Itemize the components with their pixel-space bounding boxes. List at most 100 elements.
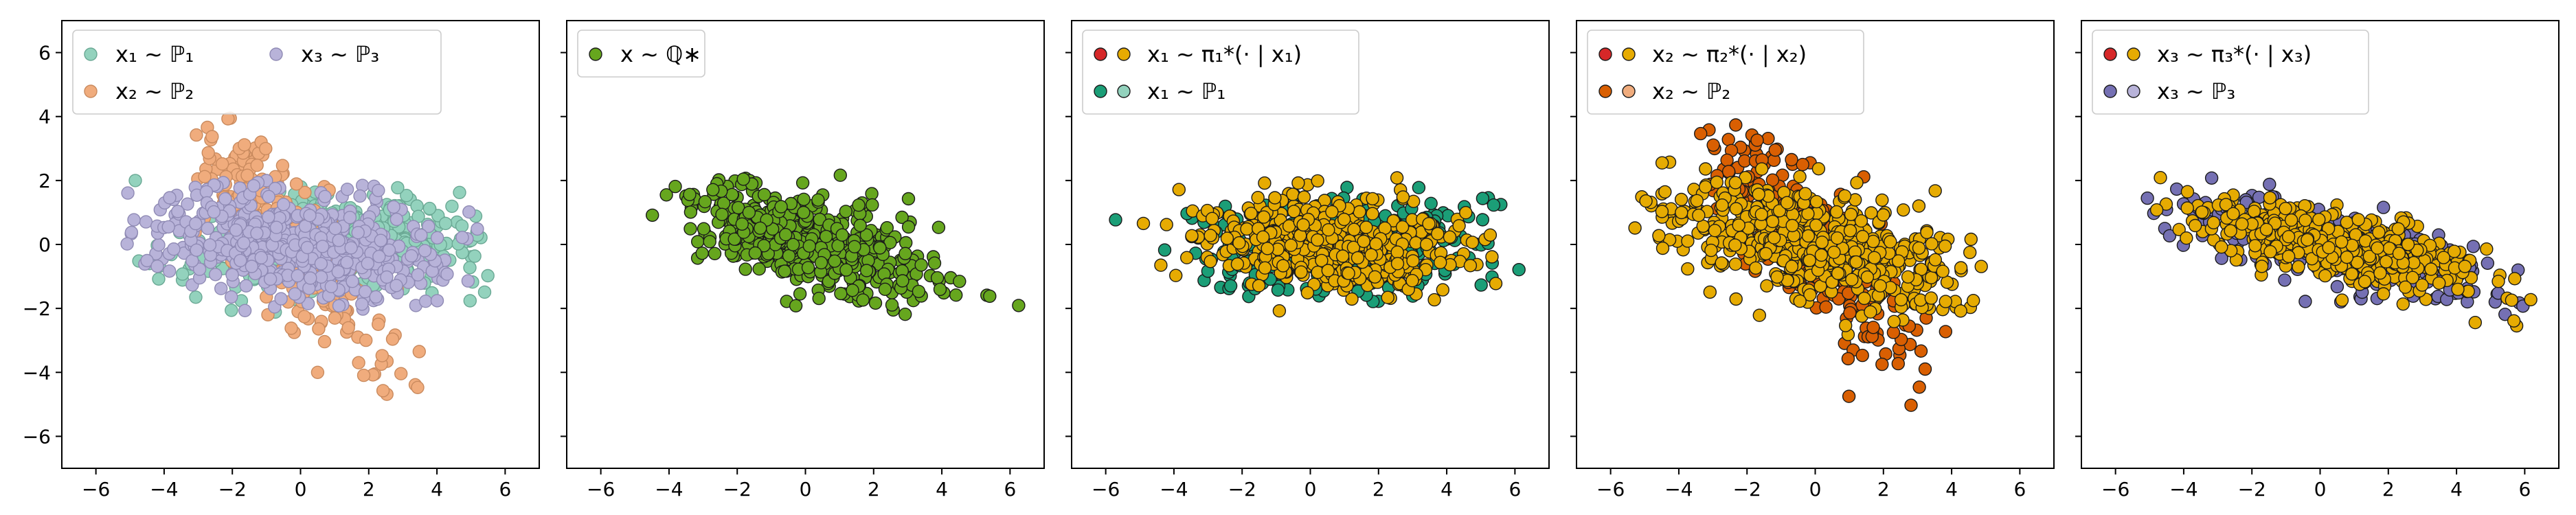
data-point (422, 219, 436, 233)
data-point (389, 212, 404, 227)
data-point (343, 211, 357, 225)
data-point (1652, 229, 1666, 242)
x-tick-label: −2 (1733, 478, 1761, 501)
legend: x₁ ∼ π₁*(· | x₁) x₁ ∼ ℙ₁ (1082, 30, 1359, 115)
data-point (1369, 237, 1383, 251)
data-point (1918, 362, 1932, 376)
data-point (2492, 275, 2505, 288)
data-point (927, 256, 942, 270)
data-point (1901, 270, 1915, 284)
data-point (1168, 268, 1183, 282)
data-point (353, 189, 367, 203)
data-point (1257, 210, 1271, 224)
data-point (1843, 306, 1857, 320)
data-point (1655, 205, 1669, 218)
data-point (1424, 196, 1438, 210)
data-point (1395, 220, 1410, 234)
data-point (1396, 190, 1410, 204)
data-point (263, 272, 278, 286)
x-tick-label: −4 (1664, 478, 1693, 501)
data-point (1452, 219, 1466, 233)
data-point (344, 241, 358, 255)
data-point (412, 345, 426, 358)
data-point (1232, 236, 1246, 250)
data-point (1966, 294, 1980, 308)
x-tick-label: 2 (868, 478, 880, 501)
data-point (1720, 153, 1734, 168)
legend-box (72, 30, 442, 115)
data-point (284, 321, 298, 335)
data-point (668, 179, 682, 194)
y-tick-label: −6 (23, 425, 51, 448)
data-point (1928, 184, 1942, 198)
data-point (1405, 274, 1419, 288)
data-point (1357, 234, 1370, 249)
data-point (1914, 344, 1928, 358)
data-point (351, 226, 365, 240)
data-point (463, 261, 477, 275)
legend-marker (269, 47, 283, 61)
data-point (1390, 171, 1404, 185)
data-point (455, 231, 469, 244)
data-point (811, 193, 825, 207)
data-point (1345, 292, 1359, 306)
data-point (462, 205, 476, 219)
legend-entry-x3: x₃ ∼ ℙ₃ (2103, 78, 2235, 104)
legend-box (2092, 30, 2369, 115)
data-point (1925, 237, 1939, 251)
data-point (150, 260, 164, 273)
data-point (1431, 227, 1445, 241)
data-point (1854, 214, 1868, 228)
data-point (727, 232, 741, 246)
data-point (757, 187, 771, 202)
data-point (1936, 264, 1950, 278)
data-point (1261, 242, 1274, 255)
data-point (1489, 277, 1503, 290)
data-point (1287, 205, 1301, 218)
x-tick-label: 0 (2314, 478, 2327, 501)
data-point (1655, 156, 1669, 170)
legend-marker (2127, 84, 2140, 98)
data-point (1939, 325, 1953, 339)
data-point (205, 130, 219, 144)
data-point (418, 244, 432, 258)
data-point (2505, 293, 2519, 307)
data-point (1366, 192, 1379, 206)
legend-entry-map1: x₁ ∼ π₁*(· | x₁) (1094, 41, 1302, 67)
data-point (896, 274, 909, 288)
x-tick-label: 4 (431, 478, 443, 501)
data-point (455, 219, 469, 233)
data-point (793, 287, 807, 301)
legend-entry-x1: x₁ ∼ ℙ₁ (84, 41, 194, 67)
data-point (1256, 230, 1270, 244)
data-point (1974, 260, 1988, 273)
data-point (802, 239, 817, 253)
data-point (201, 221, 215, 236)
legend-marker (84, 47, 98, 61)
data-point (814, 255, 828, 270)
legend-label: x₃ ∼ ℙ₃ (301, 41, 379, 67)
data-point (1381, 290, 1394, 304)
data-point (1768, 143, 1783, 157)
data-point (834, 286, 848, 301)
data-point (2458, 260, 2472, 273)
data-point (1750, 133, 1764, 147)
data-point (795, 176, 810, 190)
data-point (2480, 242, 2494, 256)
data-point (1706, 138, 1720, 152)
data-point (898, 308, 912, 321)
x-tick-label: 4 (1945, 478, 1958, 501)
data-point (2391, 222, 2406, 236)
data-point (225, 304, 238, 317)
data-point (2278, 273, 2292, 287)
data-point (2451, 282, 2465, 297)
legend-marker (1598, 47, 1612, 61)
data-point (1875, 357, 1889, 371)
legend-entry-x3: x₃ ∼ ℙ₃ (269, 41, 379, 67)
data-point (359, 333, 373, 347)
data-point (1337, 212, 1351, 227)
data-point (163, 191, 177, 205)
data-point (885, 298, 899, 312)
data-point (2263, 191, 2277, 205)
data-point (201, 146, 215, 160)
